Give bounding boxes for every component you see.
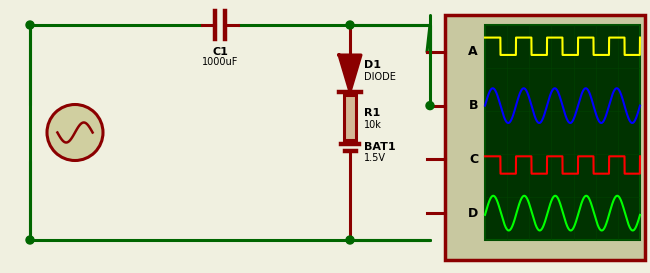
Text: BAT1: BAT1 <box>364 142 396 152</box>
Text: 1.5V: 1.5V <box>364 153 386 163</box>
FancyBboxPatch shape <box>344 95 356 140</box>
Circle shape <box>47 105 103 161</box>
FancyBboxPatch shape <box>485 25 640 240</box>
Circle shape <box>26 21 34 29</box>
Text: C: C <box>469 153 478 166</box>
Text: C1: C1 <box>212 47 228 57</box>
Circle shape <box>346 236 354 244</box>
Text: 1000uF: 1000uF <box>202 57 238 67</box>
Text: DIODE: DIODE <box>364 72 396 82</box>
Text: 10k: 10k <box>364 120 382 129</box>
Text: R1: R1 <box>364 108 380 117</box>
FancyBboxPatch shape <box>445 15 645 260</box>
Text: D1: D1 <box>364 60 381 70</box>
Circle shape <box>426 102 434 110</box>
Text: B: B <box>469 99 478 112</box>
Polygon shape <box>339 55 361 92</box>
Circle shape <box>346 21 354 29</box>
Circle shape <box>26 236 34 244</box>
Text: D: D <box>468 207 478 219</box>
Text: A: A <box>469 45 478 58</box>
